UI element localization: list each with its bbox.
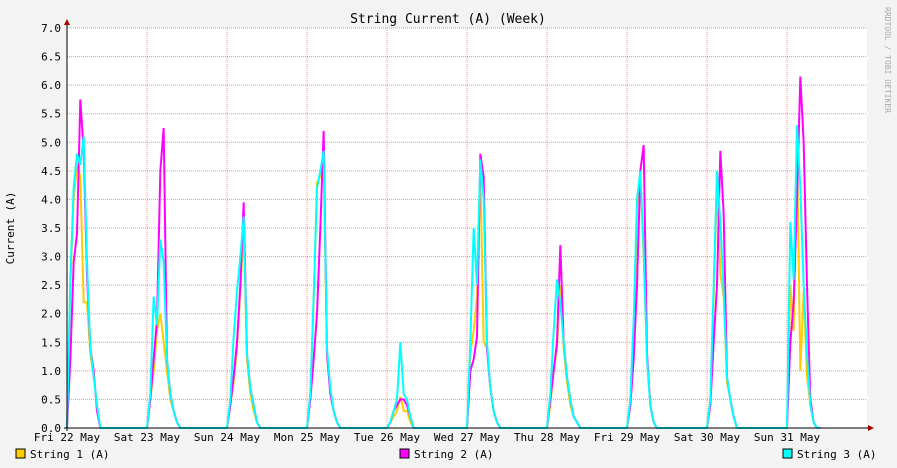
y-tick-label: 5.0 [41,136,61,149]
y-tick-label: 0.5 [41,393,61,406]
watermark: RRDTOOL / TOBI OETIKER [883,7,892,113]
x-tick-label: Tue 26 May [354,431,421,444]
y-tick-label: 6.0 [41,79,61,92]
y-axis-label: Current (A) [4,192,17,265]
y-tick-label: 7.0 [41,22,61,35]
y-tick-label: 4.0 [41,193,61,206]
legend-label: String 1 (A) [30,448,109,461]
legend-label: String 3 (A) [797,448,876,461]
y-tick-label: 4.5 [41,165,61,178]
x-tick-label: Sat 30 May [674,431,741,444]
y-axis-arrow [64,19,70,25]
x-tick-label: Fri 29 May [594,431,661,444]
y-tick-label: 0.0 [41,422,61,435]
x-tick-label: Mon 25 May [274,431,341,444]
x-axis-arrow [868,425,874,431]
y-tick-label: 5.5 [41,108,61,121]
y-tick-label: 3.0 [41,251,61,264]
chart-title: String Current (A) (Week) [350,12,546,27]
x-tick-label: Sat 23 May [114,431,181,444]
y-tick-label: 2.5 [41,279,61,292]
x-tick-label: Thu 28 May [514,431,581,444]
y-tick-label: 1.0 [41,365,61,378]
legend-swatch [15,448,26,459]
x-tick-label: Sun 24 May [194,431,261,444]
legend-swatch [399,448,410,459]
legend-swatch [782,448,793,459]
y-tick-label: 6.5 [41,51,61,64]
x-tick-label: Sun 31 May [754,431,821,444]
legend-label: String 2 (A) [414,448,493,461]
x-tick-label: Wed 27 May [434,431,501,444]
y-tick-label: 1.5 [41,336,61,349]
y-tick-label: 3.5 [41,222,61,235]
y-tick-label: 2.0 [41,308,61,321]
x-tick-label: Fri 22 May [34,431,101,444]
